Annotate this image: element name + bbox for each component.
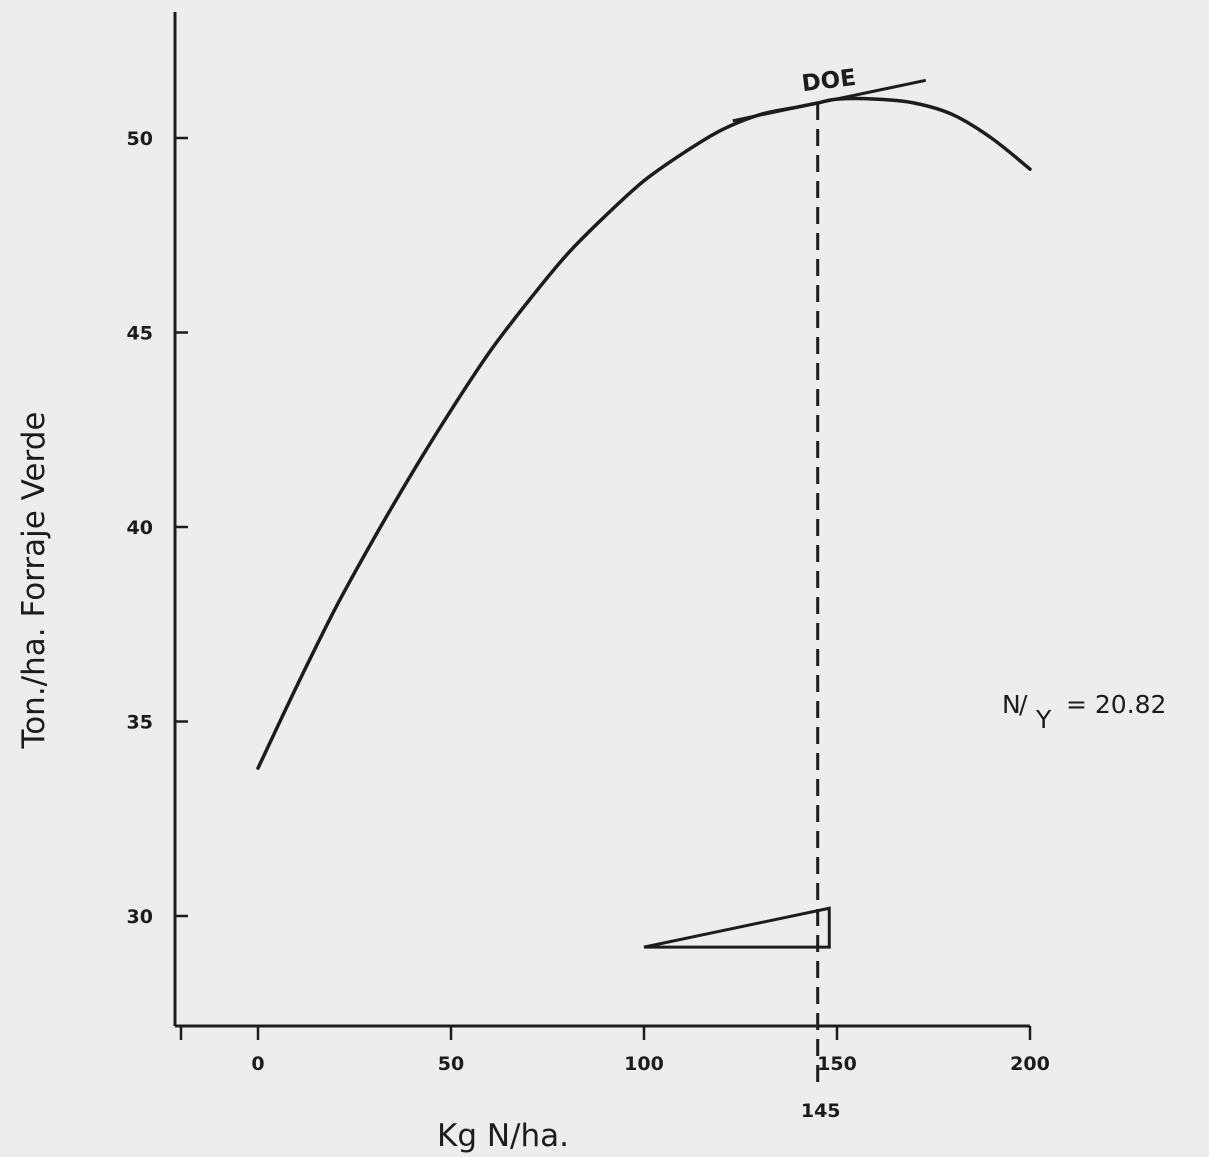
y-tick-label-35: 35 xyxy=(127,712,153,734)
doe-x-label: 145 xyxy=(801,1100,841,1122)
x-tick-label-200: 200 xyxy=(1010,1053,1050,1075)
axes xyxy=(173,12,1030,1040)
annotations xyxy=(643,78,927,1088)
ratio-numerator: N xyxy=(1002,690,1021,719)
doe-label: DOE xyxy=(800,65,857,97)
y-tick-label-40: 40 xyxy=(127,517,153,539)
slope-triangle xyxy=(643,906,831,949)
series-layer xyxy=(256,96,1032,770)
x-tick-label-100: 100 xyxy=(624,1053,664,1075)
y-tick-label-50: 50 xyxy=(127,128,153,150)
tangent-line xyxy=(732,78,927,123)
x-tick-label-0: 0 xyxy=(251,1053,264,1075)
ratio-slash: / xyxy=(1019,690,1028,719)
x-tick-label-150: 150 xyxy=(817,1053,857,1075)
response-curve xyxy=(256,96,1032,770)
ratio-annotation: N / Y = 20.82 xyxy=(1002,690,1166,734)
y-tick-label-45: 45 xyxy=(127,323,153,345)
tick-marks xyxy=(175,136,1032,1040)
x-tick-label-50: 50 xyxy=(438,1053,464,1075)
x-axis-title: Kg N/ha. xyxy=(437,1118,569,1154)
y-tick-label-30: 30 xyxy=(127,906,153,928)
y-axis-title: Ton./ha. Forraje Verde xyxy=(16,412,52,750)
ratio-denominator: Y xyxy=(1035,705,1052,734)
tick-labels: 30 35 40 45 50 0 50 100 150 200 xyxy=(127,128,1050,1075)
ratio-value: = 20.82 xyxy=(1066,690,1166,719)
